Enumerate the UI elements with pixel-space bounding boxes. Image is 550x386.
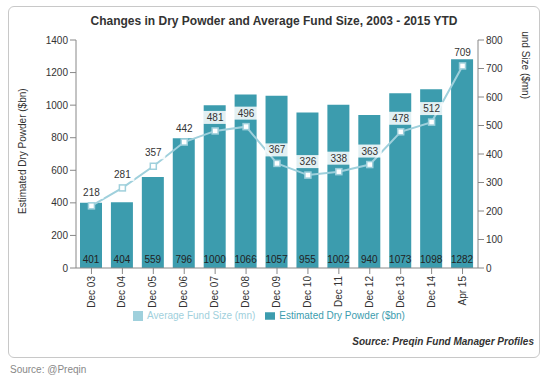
svg-text:709: 709 [454, 47, 471, 58]
svg-text:1002: 1002 [327, 254, 350, 265]
svg-text:Dec 03: Dec 03 [86, 276, 97, 308]
svg-text:218: 218 [83, 187, 100, 198]
svg-text:Dec 06: Dec 06 [178, 276, 189, 308]
svg-text:600: 600 [486, 92, 503, 103]
svg-text:481: 481 [207, 112, 224, 123]
svg-text:326: 326 [300, 156, 317, 167]
svg-text:357: 357 [145, 147, 162, 158]
svg-text:Dec 10: Dec 10 [302, 276, 313, 308]
svg-text:0: 0 [62, 263, 68, 274]
svg-text:1282: 1282 [451, 254, 474, 265]
svg-text:Dec 14: Dec 14 [426, 276, 437, 308]
svg-text:Estimated Dry Powder ($bn): Estimated Dry Powder ($bn) [17, 88, 28, 214]
html-text:Estimated Dry Powder ($bn): Estimated Dry Powder ($bn) [279, 310, 405, 321]
svg-text:0: 0 [486, 263, 492, 274]
svg-text:Dec 11: Dec 11 [333, 276, 344, 307]
svg-text:955: 955 [299, 254, 316, 265]
svg-text:363: 363 [361, 146, 378, 157]
svg-text:442: 442 [176, 123, 193, 134]
svg-text:Dec 07: Dec 07 [209, 276, 220, 308]
html-text:Changes in Dry Powder and Aver: Changes in Dry Powder and Average Fund S… [90, 14, 458, 28]
svg-text:400: 400 [486, 149, 503, 160]
svg-text:500: 500 [486, 120, 503, 131]
svg-text:Dec 05: Dec 05 [147, 276, 158, 308]
svg-text:200: 200 [486, 206, 503, 217]
svg-text:404: 404 [114, 254, 131, 265]
svg-text:Average Fund Size ($mn): Average Fund Size ($mn) [520, 32, 531, 99]
svg-text:478: 478 [392, 113, 409, 124]
svg-text:1000: 1000 [204, 254, 227, 265]
svg-text:800: 800 [51, 132, 68, 143]
svg-text:700: 700 [486, 63, 503, 74]
html-text:Source: Preqin Fund Manager Pr: Source: Preqin Fund Manager Profiles [352, 336, 534, 347]
svg-text:338: 338 [331, 153, 348, 164]
html-text:Source: @Preqin: Source: @Preqin [10, 364, 87, 375]
svg-text:1057: 1057 [265, 254, 288, 265]
svg-text:300: 300 [486, 177, 503, 188]
svg-text:367: 367 [269, 144, 286, 155]
svg-text:Dec 08: Dec 08 [240, 276, 251, 308]
svg-text:559: 559 [145, 254, 162, 265]
svg-text:Dec 12: Dec 12 [364, 276, 375, 308]
svg-text:796: 796 [175, 254, 192, 265]
svg-text:800: 800 [486, 35, 503, 46]
svg-text:512: 512 [423, 103, 440, 114]
svg-text:600: 600 [51, 165, 68, 176]
svg-text:Apr 15: Apr 15 [457, 276, 468, 306]
svg-text:1073: 1073 [389, 254, 412, 265]
svg-text:400: 400 [51, 197, 68, 208]
svg-text:940: 940 [361, 254, 378, 265]
svg-text:1400: 1400 [46, 35, 69, 46]
svg-text:1000: 1000 [46, 100, 69, 111]
svg-text:Dec 13: Dec 13 [395, 276, 406, 308]
svg-text:1098: 1098 [420, 254, 443, 265]
svg-text:1200: 1200 [46, 67, 69, 78]
svg-text:281: 281 [114, 169, 131, 180]
svg-text:Dec 09: Dec 09 [271, 276, 282, 308]
svg-text:401: 401 [83, 254, 100, 265]
svg-text:Dec 04: Dec 04 [116, 276, 127, 308]
svg-text:1066: 1066 [234, 254, 257, 265]
html-text:Average Fund Size (mn): Average Fund Size (mn) [147, 310, 256, 321]
svg-text:496: 496 [238, 108, 255, 119]
svg-text:100: 100 [486, 234, 503, 245]
svg-text:200: 200 [51, 230, 68, 241]
